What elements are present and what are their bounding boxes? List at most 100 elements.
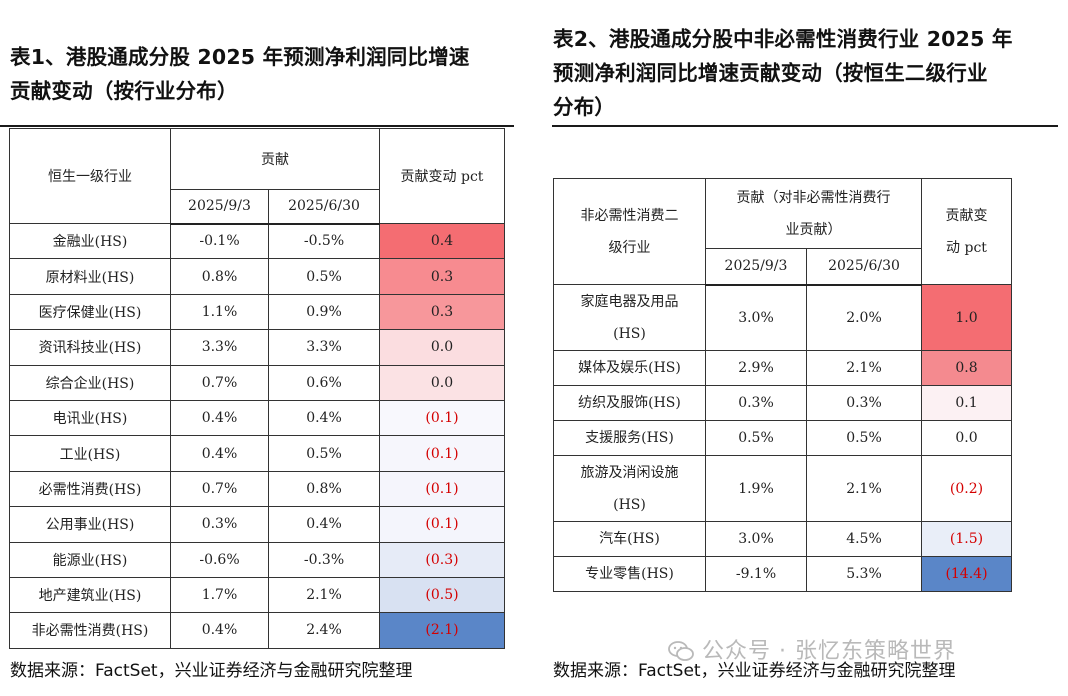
table2-cell-industry-name: 专业零售(HS) <box>553 556 706 592</box>
table1-cell-value-2025-6-30: 2.4% <box>268 612 380 649</box>
table1-title-line1: 表1、港股通成分股 2025 年预测净利润同比增速 <box>10 45 470 69</box>
table1-cell-value-2025-9-3: 0.8% <box>170 258 269 295</box>
table1-row: 原材料业(HS) 0.8% 0.5% 0.3 <box>9 258 505 295</box>
table2-header-change: 贡献变 动 pct <box>921 178 1012 285</box>
table1-row: 公用事业(HS) 0.3% 0.4% (0.1) <box>9 506 505 543</box>
table2-cell-industry-name-line1: 支援服务(HS) <box>585 430 674 446</box>
table2-cell-change-value: 0.1 <box>921 385 1012 421</box>
table2: 非必需性消费二 级行业 贡献（对非必需性消费行 业贡献） 贡献变 动 pct 2… <box>553 178 1012 592</box>
table2-cell-change-value: (1.5) <box>921 521 1012 557</box>
table2-cell-industry-name-line1: 旅游及消闲设施 <box>580 464 679 481</box>
table1-cell-value-2025-9-3: 1.7% <box>170 576 269 614</box>
table2-title-line2: 预测净利润同比增速贡献变动（按恒生二级行业 <box>553 61 988 85</box>
table2-header-contribution: 贡献（对非必需性消费行 业贡献） <box>705 178 922 249</box>
table1-cell-change-value: (0.3) <box>379 541 505 578</box>
table2-cell-value-2025-6-30: 2.1% <box>806 455 922 522</box>
table1-cell-value-2025-6-30: 0.5% <box>268 258 380 295</box>
table1-top-rule <box>0 125 514 127</box>
table2-row: 旅游及消闲设施 (HS) 1.9% 2.1% (0.2) <box>553 455 1012 522</box>
table2-cell-change-value: (0.2) <box>921 455 1012 522</box>
table1-cell-value-2025-9-3: 0.4% <box>170 435 269 472</box>
wechat-icon <box>668 641 694 661</box>
table1-cell-value-2025-9-3: 3.3% <box>170 329 269 366</box>
table2-cell-value-2025-9-3: 3.0% <box>705 521 807 557</box>
table2-header-date1: 2025/9/3 <box>705 248 807 286</box>
table1-cell-change-value: (0.5) <box>379 576 505 614</box>
table2-header-industry-line1: 非必需性消费二 <box>580 207 679 224</box>
table2-cell-value-2025-9-3: 0.5% <box>705 420 807 456</box>
table2-cell-value-2025-9-3: 3.0% <box>705 284 807 351</box>
table2-header-change-line1: 贡献变 <box>945 207 988 224</box>
table1-cell-value-2025-9-3: 0.7% <box>170 364 269 401</box>
table1-cell-value-2025-9-3: 1.1% <box>170 293 269 331</box>
table1-cell-value-2025-6-30: 0.8% <box>268 470 380 508</box>
table1-cell-value-2025-6-30: 3.3% <box>268 329 380 366</box>
table1-cell-change-value: (0.1) <box>379 435 505 472</box>
table2-cell-industry-name-line1: 媒体及娱乐(HS) <box>578 360 681 376</box>
table2-cell-industry-name-line1: 家庭电器及用品 <box>580 293 679 310</box>
table1-row: 工业(HS) 0.4% 0.5% (0.1) <box>9 435 505 472</box>
table1-header-date2: 2025/6/30 <box>268 189 380 225</box>
table1-cell-change-value: (0.1) <box>379 470 505 508</box>
table1-row: 综合企业(HS) 0.7% 0.6% 0.0 <box>9 364 505 401</box>
table1-cell-value-2025-6-30: 0.9% <box>268 293 380 331</box>
table2-cell-value-2025-9-3: 0.3% <box>705 385 807 421</box>
table1-cell-value-2025-9-3: 0.4% <box>170 612 269 649</box>
table2-cell-industry-name-line1: 专业零售(HS) <box>585 566 674 582</box>
table1-cell-change-value: 0.3 <box>379 293 505 331</box>
table1-cell-industry-name: 原材料业(HS) <box>9 258 171 295</box>
table2-cell-value-2025-6-30: 4.5% <box>806 521 922 557</box>
table2-cell-industry-name: 旅游及消闲设施 (HS) <box>553 455 706 522</box>
table1-title-line2: 贡献变动（按行业分布） <box>10 79 238 103</box>
table2-cell-value-2025-9-3: 2.9% <box>705 350 807 386</box>
table1-cell-industry-name: 综合企业(HS) <box>9 364 171 401</box>
table2-title-line3: 分布） <box>553 95 616 119</box>
table2-cell-change-value: 1.0 <box>921 284 1012 351</box>
table1-title: 表1、港股通成分股 2025 年预测净利润同比增速 贡献变动（按行业分布） <box>10 40 510 108</box>
table1-row: 能源业(HS) -0.6% -0.3% (0.3) <box>9 541 505 578</box>
table2-cell-industry-name-line1: 纺织及服饰(HS) <box>578 395 681 411</box>
table1-cell-change-value: (2.1) <box>379 612 505 649</box>
table2-cell-industry-name-line2: (HS) <box>613 325 646 342</box>
table1-row: 金融业(HS) -0.1% -0.5% 0.4 <box>9 222 505 260</box>
table1-cell-industry-name: 医疗保健业(HS) <box>9 293 171 331</box>
table1-cell-value-2025-6-30: 0.6% <box>268 364 380 401</box>
table2-source: 数据来源：FactSet，兴业证券经济与金融研究院整理 <box>553 661 956 681</box>
table1-cell-industry-name: 工业(HS) <box>9 435 171 472</box>
table1-header-row2: 2025/9/3 2025/6/30 <box>10 189 505 225</box>
table1-cell-value-2025-9-3: 0.4% <box>170 399 269 437</box>
table1-cell-industry-name: 资讯科技业(HS) <box>9 329 171 366</box>
table2-header-contribution-line2: 业贡献） <box>785 221 842 238</box>
table1-cell-change-value: (0.1) <box>379 399 505 437</box>
table2-cell-change-value: 0.8 <box>921 350 1012 386</box>
table1-cell-value-2025-9-3: 0.7% <box>170 470 269 508</box>
table2-header-industry-line2: 级行业 <box>608 239 651 256</box>
table2-row: 支援服务(HS) 0.5% 0.5% 0.0 <box>553 420 1012 456</box>
table2-cell-change-value: 0.0 <box>921 420 1012 456</box>
table1-cell-change-value: 0.3 <box>379 258 505 295</box>
table2-cell-value-2025-6-30: 2.0% <box>806 284 922 351</box>
table1-source: 数据来源：FactSet，兴业证券经济与金融研究院整理 <box>10 661 413 681</box>
table1-cell-change-value: (0.1) <box>379 506 505 543</box>
table1-cell-value-2025-6-30: 2.1% <box>268 576 380 614</box>
table2-row: 媒体及娱乐(HS) 2.9% 2.1% 0.8 <box>553 350 1012 386</box>
table1-cell-value-2025-9-3: 0.3% <box>170 506 269 543</box>
table1-cell-value-2025-6-30: 0.5% <box>268 435 380 472</box>
table2-header-row1: 非必需性消费二 级行业 贡献（对非必需性消费行 业贡献） 贡献变 动 pct <box>553 178 1012 285</box>
table2-cell-industry-name: 家庭电器及用品 (HS) <box>553 284 706 351</box>
table2-cell-value-2025-9-3: -9.1% <box>705 556 807 592</box>
table1-cell-value-2025-9-3: -0.6% <box>170 541 269 578</box>
table1-cell-value-2025-6-30: 0.4% <box>268 399 380 437</box>
table2-cell-change-value: (14.4) <box>921 556 1012 592</box>
table1-row: 非必需性消费(HS) 0.4% 2.4% (2.1) <box>9 612 505 649</box>
table1-cell-value-2025-6-30: -0.5% <box>268 222 380 260</box>
table2-row: 专业零售(HS) -9.1% 5.3% (14.4) <box>553 556 1012 592</box>
table1-row: 必需性消费(HS) 0.7% 0.8% (0.1) <box>9 470 505 508</box>
table2-cell-value-2025-6-30: 5.3% <box>806 556 922 592</box>
table1-cell-industry-name: 必需性消费(HS) <box>9 470 171 508</box>
table1-cell-value-2025-9-3: -0.1% <box>170 222 269 260</box>
table1-row: 医疗保健业(HS) 1.1% 0.9% 0.3 <box>9 293 505 331</box>
table2-cell-value-2025-6-30: 0.5% <box>806 420 922 456</box>
table2-header-contribution-line1: 贡献（对非必需性消费行 <box>736 189 891 206</box>
table1-cell-industry-name: 地产建筑业(HS) <box>9 576 171 614</box>
